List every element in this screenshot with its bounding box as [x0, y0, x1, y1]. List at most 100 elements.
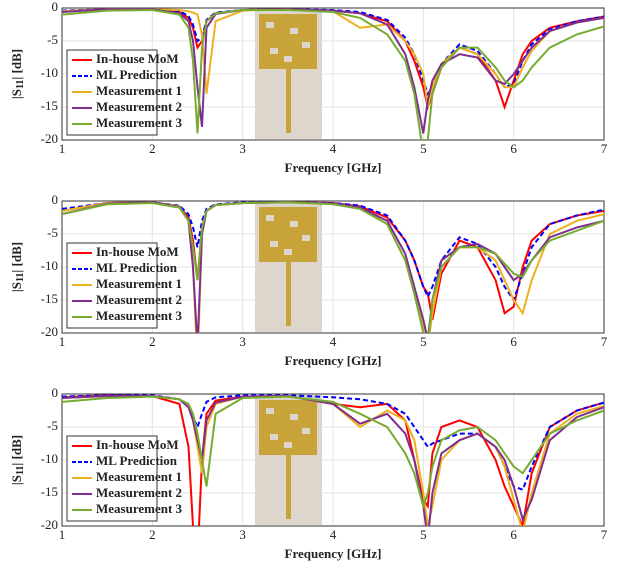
x-tick-label: 6: [510, 527, 517, 542]
y-tick-label: -15: [41, 484, 58, 499]
y-tick-label: -5: [47, 225, 58, 240]
y-label-part: | [dB]: [9, 242, 24, 273]
series-line: [62, 201, 604, 333]
legend-label: Measurement 1: [96, 83, 182, 98]
y-label-part: 11: [15, 80, 26, 89]
y-label-part: 11: [15, 466, 26, 475]
x-axis-label: Frequency [GHz]: [285, 546, 382, 561]
y-axis-label: |S11| [dB]: [9, 49, 26, 99]
lines: [62, 394, 604, 526]
slot: [270, 434, 278, 440]
y-label-part: | [dB]: [9, 49, 24, 80]
x-tick-label: 1: [59, 334, 66, 349]
y-tick-label: -20: [41, 131, 58, 146]
series-line: [62, 395, 604, 510]
x-tick-label: 3: [239, 527, 246, 542]
slot: [290, 221, 298, 227]
legend-label: Measurement 1: [96, 469, 182, 484]
panel: 1 2 3 4 5 6 7 -20 -15 -10 -5 0 Frequency [GHz] |S11| …: [9, 192, 608, 368]
x-tick-label: 6: [510, 141, 517, 156]
slot: [284, 249, 292, 255]
slot: [302, 42, 310, 48]
plot-frame: [61, 393, 605, 527]
y-tick-label: -20: [41, 517, 58, 532]
x-tick-label: 5: [420, 334, 427, 349]
series-line: [62, 394, 604, 526]
slot: [266, 215, 274, 221]
x-tick-label: 6: [510, 334, 517, 349]
x-tick-label: 7: [601, 141, 608, 156]
y-tick-label: -5: [47, 418, 58, 433]
x-tick-label: 1: [59, 141, 66, 156]
y-tick-label: -20: [41, 324, 58, 339]
feed: [286, 455, 291, 519]
slot: [284, 56, 292, 62]
x-tick-label: 2: [149, 334, 156, 349]
series-line: [62, 8, 604, 96]
slot: [302, 428, 310, 434]
slot: [284, 442, 292, 448]
legend-label: Measurement 2: [96, 292, 182, 307]
legend-label: Measurement 3: [96, 308, 183, 323]
legend-label: In-house MoM: [96, 244, 179, 259]
x-tick-label: 3: [239, 141, 246, 156]
legend-label: Measurement 3: [96, 501, 183, 516]
x-axis-label: Frequency [GHz]: [285, 160, 382, 175]
x-tick-label: 4: [330, 527, 337, 542]
x-tick-label: 5: [420, 141, 427, 156]
y-label-part: | [dB]: [9, 435, 24, 466]
y-tick-label: -5: [47, 32, 58, 47]
x-tick-label: 7: [601, 527, 608, 542]
antenna-photo: [255, 395, 322, 525]
slot: [290, 414, 298, 420]
x-tick-label: 2: [149, 141, 156, 156]
legend-label: ML Prediction: [96, 67, 178, 82]
series-line: [62, 201, 604, 333]
antenna-photo: [255, 202, 322, 332]
plot-frame: [61, 200, 605, 334]
y-tick-label: -10: [41, 65, 58, 80]
x-tick-label: 4: [330, 334, 337, 349]
plot-frame: [61, 7, 605, 141]
legend-label: Measurement 1: [96, 276, 182, 291]
y-tick-label: -15: [41, 291, 58, 306]
lines: [62, 201, 604, 333]
panel: 1 2 3 4 5 6 7 -20 -15 -10 -5 0 Frequency [GHz] |S11| …: [9, 385, 608, 561]
legend-label: Measurement 2: [96, 485, 182, 500]
y-tick-label: 0: [52, 192, 59, 207]
y-axis-label: |S11| [dB]: [9, 242, 26, 292]
x-axis-label: Frequency [GHz]: [285, 353, 382, 368]
series-line: [62, 8, 604, 140]
series-line: [62, 8, 604, 134]
y-tick-label: 0: [52, 385, 59, 400]
y-tick-label: 0: [52, 0, 59, 14]
y-label-part: |S: [9, 89, 24, 99]
slot: [266, 22, 274, 28]
x-tick-label: 5: [420, 527, 427, 542]
x-tick-label: 3: [239, 334, 246, 349]
x-tick-label: 4: [330, 141, 337, 156]
x-tick-label: 1: [59, 527, 66, 542]
legend-label: In-house MoM: [96, 51, 179, 66]
y-tick-label: -10: [41, 258, 58, 273]
y-axis-label: |S11| [dB]: [9, 435, 26, 485]
legend-label: ML Prediction: [96, 453, 178, 468]
y-tick-label: -15: [41, 98, 58, 113]
slot: [290, 28, 298, 34]
legend-label: ML Prediction: [96, 260, 178, 275]
y-label-part: |S: [9, 282, 24, 292]
lines: [62, 8, 604, 140]
panel: 1 2 3 4 5 6 7 -20 -15 -10 -5 0 Frequency [GHz] |S11| …: [9, 0, 608, 175]
antenna-photo: [255, 9, 322, 139]
legend-label: Measurement 3: [96, 115, 183, 130]
y-label-part: 11: [15, 273, 26, 282]
y-label-part: |S: [9, 475, 24, 485]
y-tick-label: -10: [41, 451, 58, 466]
legend-label: In-house MoM: [96, 437, 179, 452]
x-tick-label: 7: [601, 334, 608, 349]
x-tick-label: 2: [149, 527, 156, 542]
slot: [270, 241, 278, 247]
feed: [286, 262, 291, 326]
slot: [270, 48, 278, 54]
